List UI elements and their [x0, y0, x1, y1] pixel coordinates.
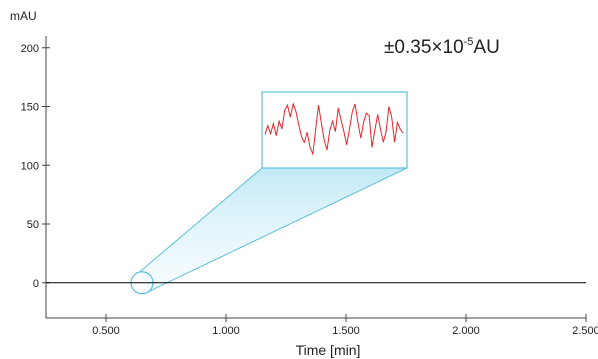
- y-axis-label: mAU: [10, 9, 37, 23]
- x-tick-label: 2.500: [572, 325, 598, 337]
- x-axis-label: Time [min]: [296, 342, 361, 358]
- y-tick-label: 0: [33, 278, 39, 290]
- zoom-connector: [130, 167, 408, 295]
- x-tick-label: 0.500: [92, 325, 120, 337]
- y-tick-label: 150: [21, 102, 39, 114]
- cone-edge-right: [148, 167, 408, 293]
- x-tick-label: 1.500: [332, 325, 360, 337]
- noise-trace: [264, 102, 404, 157]
- x-tick-label: 1.000: [212, 325, 240, 337]
- cone-edge-left: [139, 167, 263, 273]
- y-tick-label: 100: [21, 160, 39, 172]
- zoom-inset: [261, 91, 408, 169]
- y-tick-label: 50: [27, 219, 39, 231]
- noise-annotation: ±0.35×10-5AU: [384, 36, 500, 58]
- axes: 0 50 100 150 200 0.500 1.000 1.500 2.000 2.500: [21, 36, 598, 337]
- x-tick-label: 2.000: [452, 325, 480, 337]
- zoom-cone: [139, 168, 408, 292]
- y-tick-label: 200: [21, 43, 39, 55]
